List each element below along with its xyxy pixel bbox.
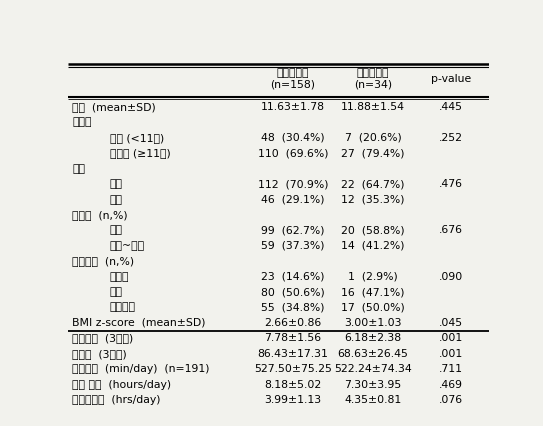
Text: 3.00±1.03: 3.00±1.03 xyxy=(344,318,402,328)
Text: .076: .076 xyxy=(439,395,463,405)
Text: 527.50±75.25: 527.50±75.25 xyxy=(254,364,332,374)
Text: 112  (70.9%): 112 (70.9%) xyxy=(258,179,329,189)
Text: 23  (14.6%): 23 (14.6%) xyxy=(261,272,325,282)
Text: 아동 (<11세): 아동 (<11세) xyxy=(110,133,164,143)
Text: 수면시간  (min/day)  (n=191): 수면시간 (min/day) (n=191) xyxy=(72,364,210,374)
Text: .252: .252 xyxy=(439,133,463,143)
Text: 110  (69.6%): 110 (69.6%) xyxy=(258,148,329,158)
Text: 중도포기자
(n=34): 중도포기자 (n=34) xyxy=(354,68,392,90)
Text: 7.78±1.56: 7.78±1.56 xyxy=(264,333,321,343)
Text: 86.43±17.31: 86.43±17.31 xyxy=(257,349,329,359)
Text: 연령대: 연령대 xyxy=(72,118,92,127)
Text: .469: .469 xyxy=(439,380,463,389)
Text: .711: .711 xyxy=(439,364,463,374)
Text: 성별: 성별 xyxy=(72,164,85,174)
Text: 앉는 시간  (hours/day): 앉는 시간 (hours/day) xyxy=(72,380,171,389)
Text: 11.63±1.78: 11.63±1.78 xyxy=(261,102,325,112)
Text: 6.18±2.38: 6.18±2.38 xyxy=(344,333,401,343)
Text: 출석횟수  (3개월): 출석횟수 (3개월) xyxy=(72,333,134,343)
Text: 과체중: 과체중 xyxy=(110,272,129,282)
Text: .676: .676 xyxy=(439,225,463,236)
Text: 학교군  (n,%): 학교군 (n,%) xyxy=(72,210,128,220)
Text: 출석률  (3개월): 출석률 (3개월) xyxy=(72,349,127,359)
Text: 비만: 비만 xyxy=(110,287,123,297)
Text: .476: .476 xyxy=(439,179,463,189)
Text: BMI z-score  (mean±SD): BMI z-score (mean±SD) xyxy=(72,318,206,328)
Text: 12  (35.3%): 12 (35.3%) xyxy=(341,195,405,204)
Text: 68.63±26.45: 68.63±26.45 xyxy=(338,349,408,359)
Text: 22  (64.7%): 22 (64.7%) xyxy=(341,179,405,189)
Text: 남자: 남자 xyxy=(110,179,123,189)
Text: 나이  (mean±SD): 나이 (mean±SD) xyxy=(72,102,156,112)
Text: 4.35±0.81: 4.35±0.81 xyxy=(344,395,402,405)
Text: 1  (2.9%): 1 (2.9%) xyxy=(348,272,398,282)
Text: 17  (50.0%): 17 (50.0%) xyxy=(341,302,405,312)
Text: 99  (62.7%): 99 (62.7%) xyxy=(261,225,325,236)
Text: 16  (47.1%): 16 (47.1%) xyxy=(341,287,405,297)
Text: 14  (41.2%): 14 (41.2%) xyxy=(341,241,405,251)
Text: 522.24±74.34: 522.24±74.34 xyxy=(334,364,412,374)
Text: 46  (29.1%): 46 (29.1%) xyxy=(261,195,325,204)
Text: 2.66±0.86: 2.66±0.86 xyxy=(264,318,321,328)
Text: 3.99±1.13: 3.99±1.13 xyxy=(264,395,321,405)
Text: .001: .001 xyxy=(439,349,463,359)
Text: 27  (79.4%): 27 (79.4%) xyxy=(341,148,405,158)
Text: 48  (30.4%): 48 (30.4%) xyxy=(261,133,325,143)
Text: 청소년 (≥11세): 청소년 (≥11세) xyxy=(110,148,171,158)
Text: .090: .090 xyxy=(439,272,463,282)
Text: 비만정도  (n,%): 비만정도 (n,%) xyxy=(72,256,134,266)
Text: 80  (50.6%): 80 (50.6%) xyxy=(261,287,325,297)
Text: 11.88±1.54: 11.88±1.54 xyxy=(341,102,405,112)
Text: 20  (58.8%): 20 (58.8%) xyxy=(341,225,405,236)
Text: 초등: 초등 xyxy=(110,225,123,236)
Text: 스크린타임  (hrs/day): 스크린타임 (hrs/day) xyxy=(72,395,161,405)
Text: 중등~고등: 중등~고등 xyxy=(110,241,145,251)
Text: 여자: 여자 xyxy=(110,195,123,204)
Text: 고도비만: 고도비만 xyxy=(110,302,136,312)
Text: 55  (34.8%): 55 (34.8%) xyxy=(261,302,325,312)
Text: 7.30±3.95: 7.30±3.95 xyxy=(344,380,402,389)
Text: p-value: p-value xyxy=(431,74,471,84)
Text: .001: .001 xyxy=(439,333,463,343)
Text: 7  (20.6%): 7 (20.6%) xyxy=(345,133,401,143)
Text: 59  (37.3%): 59 (37.3%) xyxy=(261,241,325,251)
Text: 지속참여자
(n=158): 지속참여자 (n=158) xyxy=(270,68,315,90)
Text: 8.18±5.02: 8.18±5.02 xyxy=(264,380,321,389)
Text: .045: .045 xyxy=(439,318,463,328)
Text: .445: .445 xyxy=(439,102,463,112)
